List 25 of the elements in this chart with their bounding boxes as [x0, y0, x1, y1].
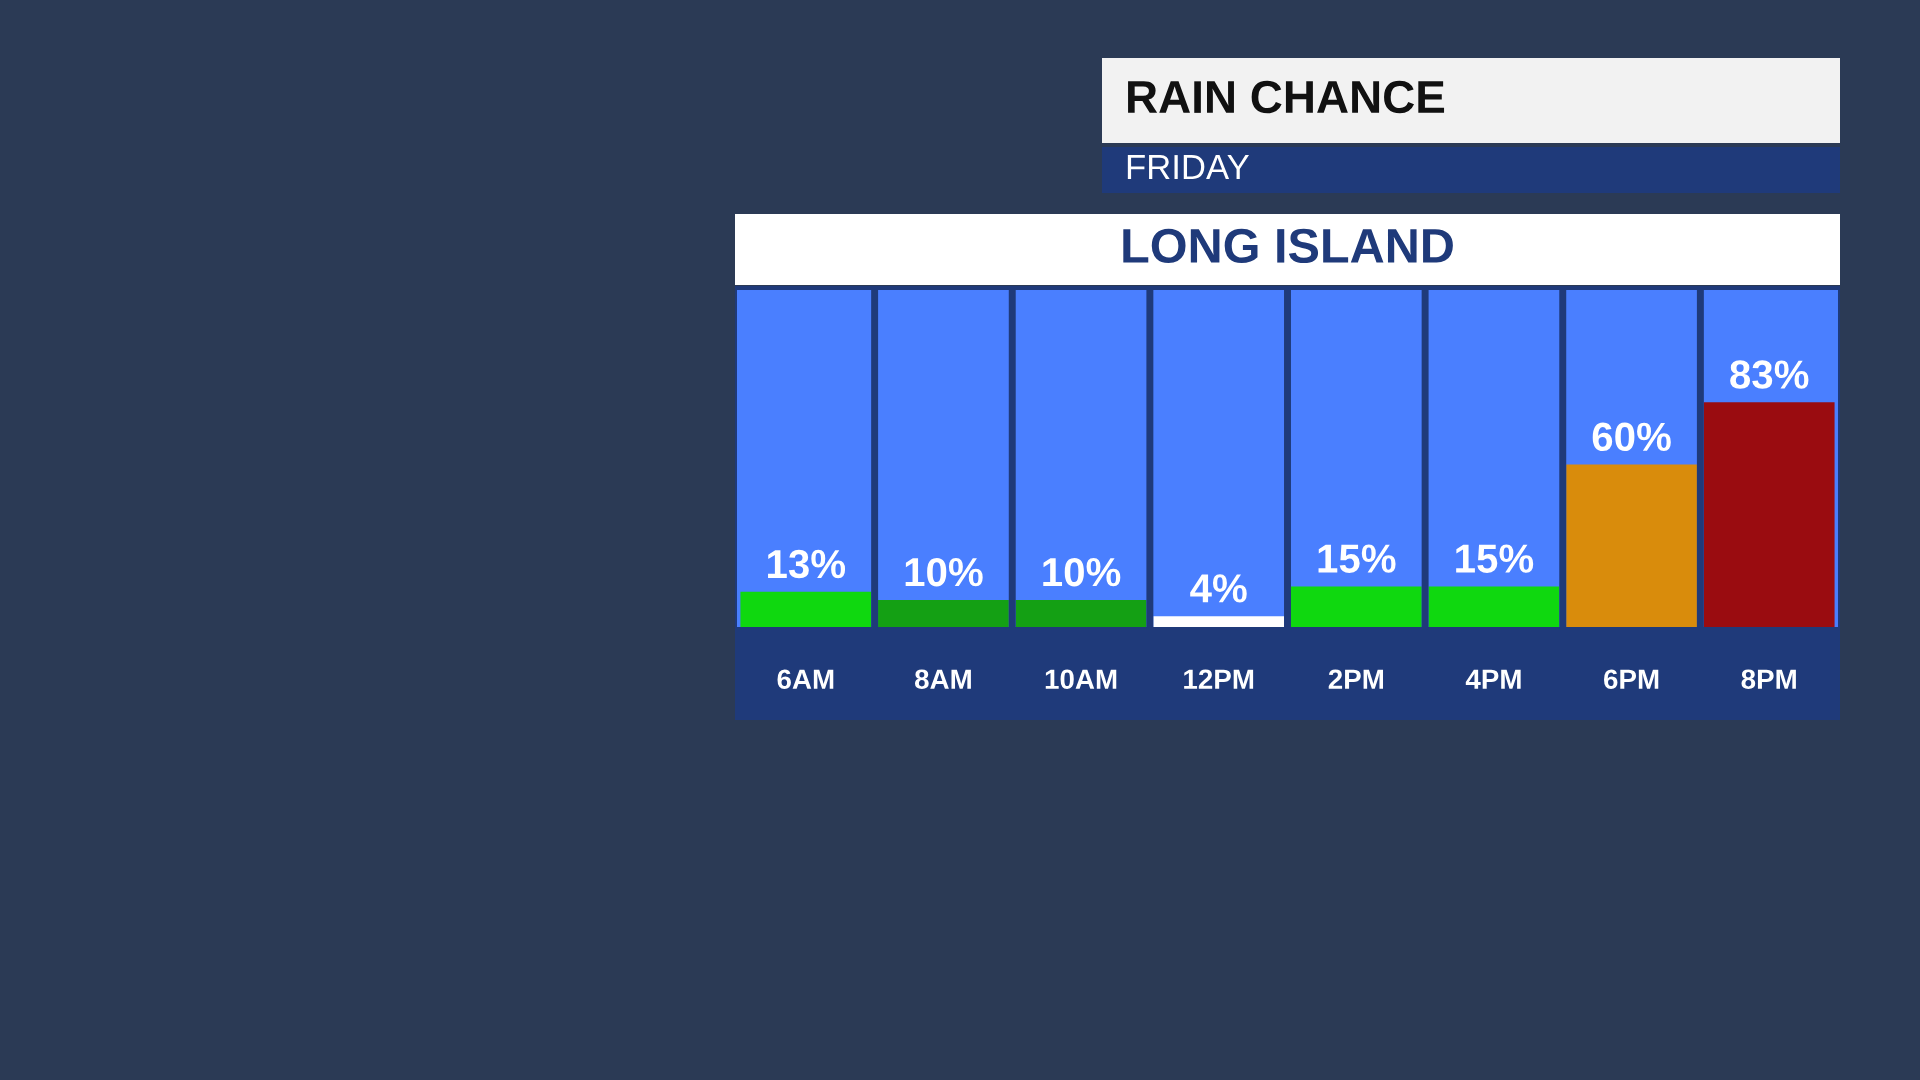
- x-tick-label: 8PM: [1741, 669, 1796, 690]
- bar: [740, 591, 872, 627]
- data-label: 15%: [1456, 544, 1534, 573]
- x-tick-label: 6AM: [777, 669, 834, 690]
- bar: [1428, 586, 1560, 627]
- x-tick-label: 2PM: [1328, 669, 1384, 689]
- x-tick-label: 4PM: [1465, 669, 1521, 689]
- chart-title: RAIN CHANCE: [1128, 80, 1445, 114]
- bar: [1290, 586, 1422, 627]
- data-label: 10%: [1043, 557, 1121, 587]
- text: LONG ISLAND: [1123, 228, 1453, 264]
- data-label: 15%: [1318, 544, 1396, 573]
- x-tick-label: 10AM: [1045, 669, 1117, 690]
- bar: [878, 599, 1009, 627]
- data-label: 13%: [768, 549, 846, 579]
- bar: [1015, 599, 1147, 627]
- data-label: 10%: [905, 557, 983, 587]
- x-tick-label: 12PM: [1184, 669, 1254, 689]
- data-label: 4%: [1190, 574, 1247, 603]
- bar: [1153, 616, 1285, 627]
- chart-subtitle: FRIDAY: [1127, 155, 1249, 179]
- x-tick-label: 8AM: [915, 669, 971, 690]
- x-tick-label: 6PM: [1604, 669, 1659, 690]
- data-label: 83%: [1730, 360, 1809, 389]
- data-label: 60%: [1592, 422, 1671, 452]
